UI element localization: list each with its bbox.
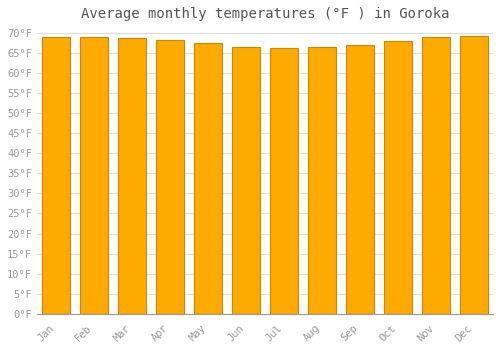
Bar xyxy=(42,37,70,314)
Title: Average monthly temperatures (°F ) in Goroka: Average monthly temperatures (°F ) in Go… xyxy=(80,7,449,21)
Bar xyxy=(346,45,374,314)
Bar xyxy=(80,37,108,314)
Bar xyxy=(270,48,298,314)
Bar xyxy=(232,47,260,314)
Bar xyxy=(156,40,184,314)
Bar xyxy=(118,38,146,314)
Bar xyxy=(422,37,450,314)
Bar xyxy=(460,36,488,314)
Bar xyxy=(384,41,412,314)
Bar xyxy=(194,43,222,314)
Bar xyxy=(308,48,336,314)
